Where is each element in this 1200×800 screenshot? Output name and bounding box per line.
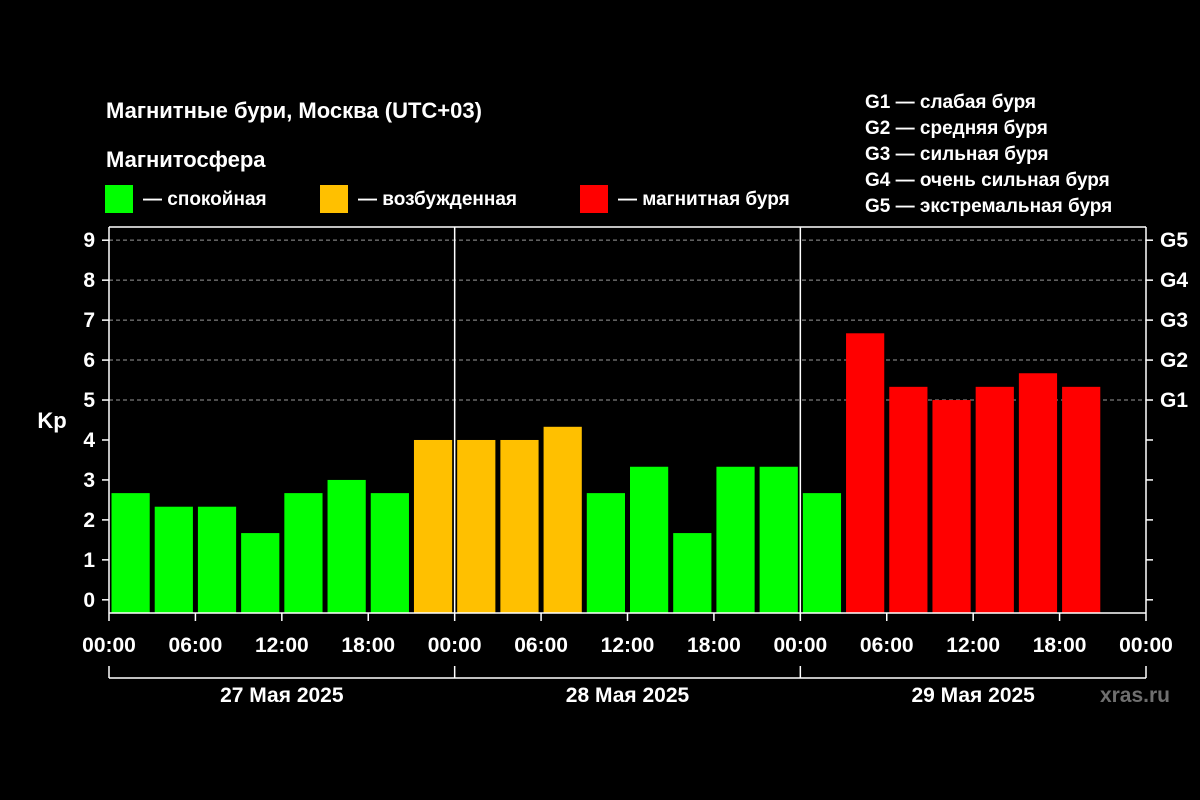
gscale-item: G1 — слабая буря (865, 92, 1036, 113)
bar (1018, 373, 1058, 613)
bar (673, 533, 712, 613)
legend-heading: Магнитосфера (106, 147, 266, 172)
bar (457, 439, 496, 613)
y-tick-label: 2 (83, 509, 95, 532)
bar (889, 386, 928, 613)
right-tick-label: G4 (1160, 269, 1188, 292)
bar (1062, 386, 1101, 613)
right-tick-label: G3 (1160, 309, 1188, 332)
x-tick-label: 12:00 (601, 634, 655, 657)
y-tick-label: 1 (83, 549, 95, 572)
y-tick-label: 7 (83, 309, 95, 332)
x-tick-label: 00:00 (1119, 634, 1173, 657)
gscale-item: G5 — экстремальная буря (865, 196, 1112, 217)
date-label: 28 Мая 2025 (566, 684, 690, 707)
bar (630, 466, 669, 613)
legend-label-calm: — спокойная (143, 189, 267, 210)
date-label: 29 Мая 2025 (911, 684, 1035, 707)
legend: — спокойная — возбужденная — магнитная бур… (105, 185, 790, 213)
y-axis-label: Kp (37, 408, 66, 433)
bar (241, 533, 280, 613)
x-tick-label: 06:00 (514, 634, 568, 657)
bar (586, 493, 625, 613)
watermark: xras.ru (1100, 684, 1170, 707)
y-tick-label: 3 (83, 469, 95, 492)
y-tick-label: 0 (83, 589, 95, 612)
y-tick-label: 4 (83, 429, 95, 452)
y-tick-label: 5 (83, 389, 95, 412)
bar (197, 506, 237, 613)
x-tick-label: 06:00 (860, 634, 914, 657)
gscale-item: G4 — очень сильная буря (865, 170, 1110, 191)
legend-swatch-calm (105, 185, 133, 213)
x-tick-label: 18:00 (341, 634, 395, 657)
bar (846, 333, 885, 613)
x-tick-label: 00:00 (428, 634, 482, 657)
grid (109, 239, 1146, 401)
x-tick-label: 18:00 (1033, 634, 1087, 657)
x-tick-label: 00:00 (773, 634, 827, 657)
bar (370, 493, 409, 613)
bar (500, 439, 539, 613)
y-tick-label: 6 (83, 349, 95, 372)
axes: 0 1 2 3 4 5 6 7 8 9 G1 G2 G3 G4 G5 00:00 06:00 12:00 18:00… (82, 226, 1188, 707)
x-tick-label: 12:00 (946, 634, 1000, 657)
right-tick-label: G5 (1160, 229, 1188, 252)
legend-label-storm: — магнитная буря (618, 189, 790, 210)
legend-swatch-excited (320, 185, 348, 213)
bar (932, 400, 971, 613)
chart-title: Магнитные бури, Москва (UTC+03) (106, 98, 482, 123)
storm-scale-legend: G1 — слабая буря G2 — средняя буря G3 — си… (865, 92, 1112, 217)
legend-swatch-storm (580, 185, 608, 213)
bar (327, 479, 366, 613)
bar (543, 426, 582, 613)
x-tick-label: 00:00 (82, 634, 136, 657)
bars (111, 333, 1101, 613)
bar (802, 493, 842, 613)
bar (975, 386, 1014, 613)
bar (716, 466, 755, 613)
x-tick-label: 12:00 (255, 634, 309, 657)
right-tick-label: G1 (1160, 389, 1188, 412)
right-tick-label: G2 (1160, 349, 1188, 372)
bar (413, 439, 453, 613)
legend-label-excited: — возбужденная (358, 189, 517, 210)
date-label: 27 Мая 2025 (220, 684, 344, 707)
x-tick-label: 18:00 (687, 634, 741, 657)
bar (154, 506, 193, 613)
x-tick-label: 06:00 (169, 634, 223, 657)
y-tick-label: 8 (83, 269, 95, 292)
gscale-item: G3 — сильная буря (865, 144, 1049, 165)
gscale-item: G2 — средняя буря (865, 118, 1048, 139)
y-tick-label: 9 (83, 229, 95, 252)
bar (111, 493, 150, 613)
bar (284, 493, 323, 613)
bar (759, 466, 798, 613)
